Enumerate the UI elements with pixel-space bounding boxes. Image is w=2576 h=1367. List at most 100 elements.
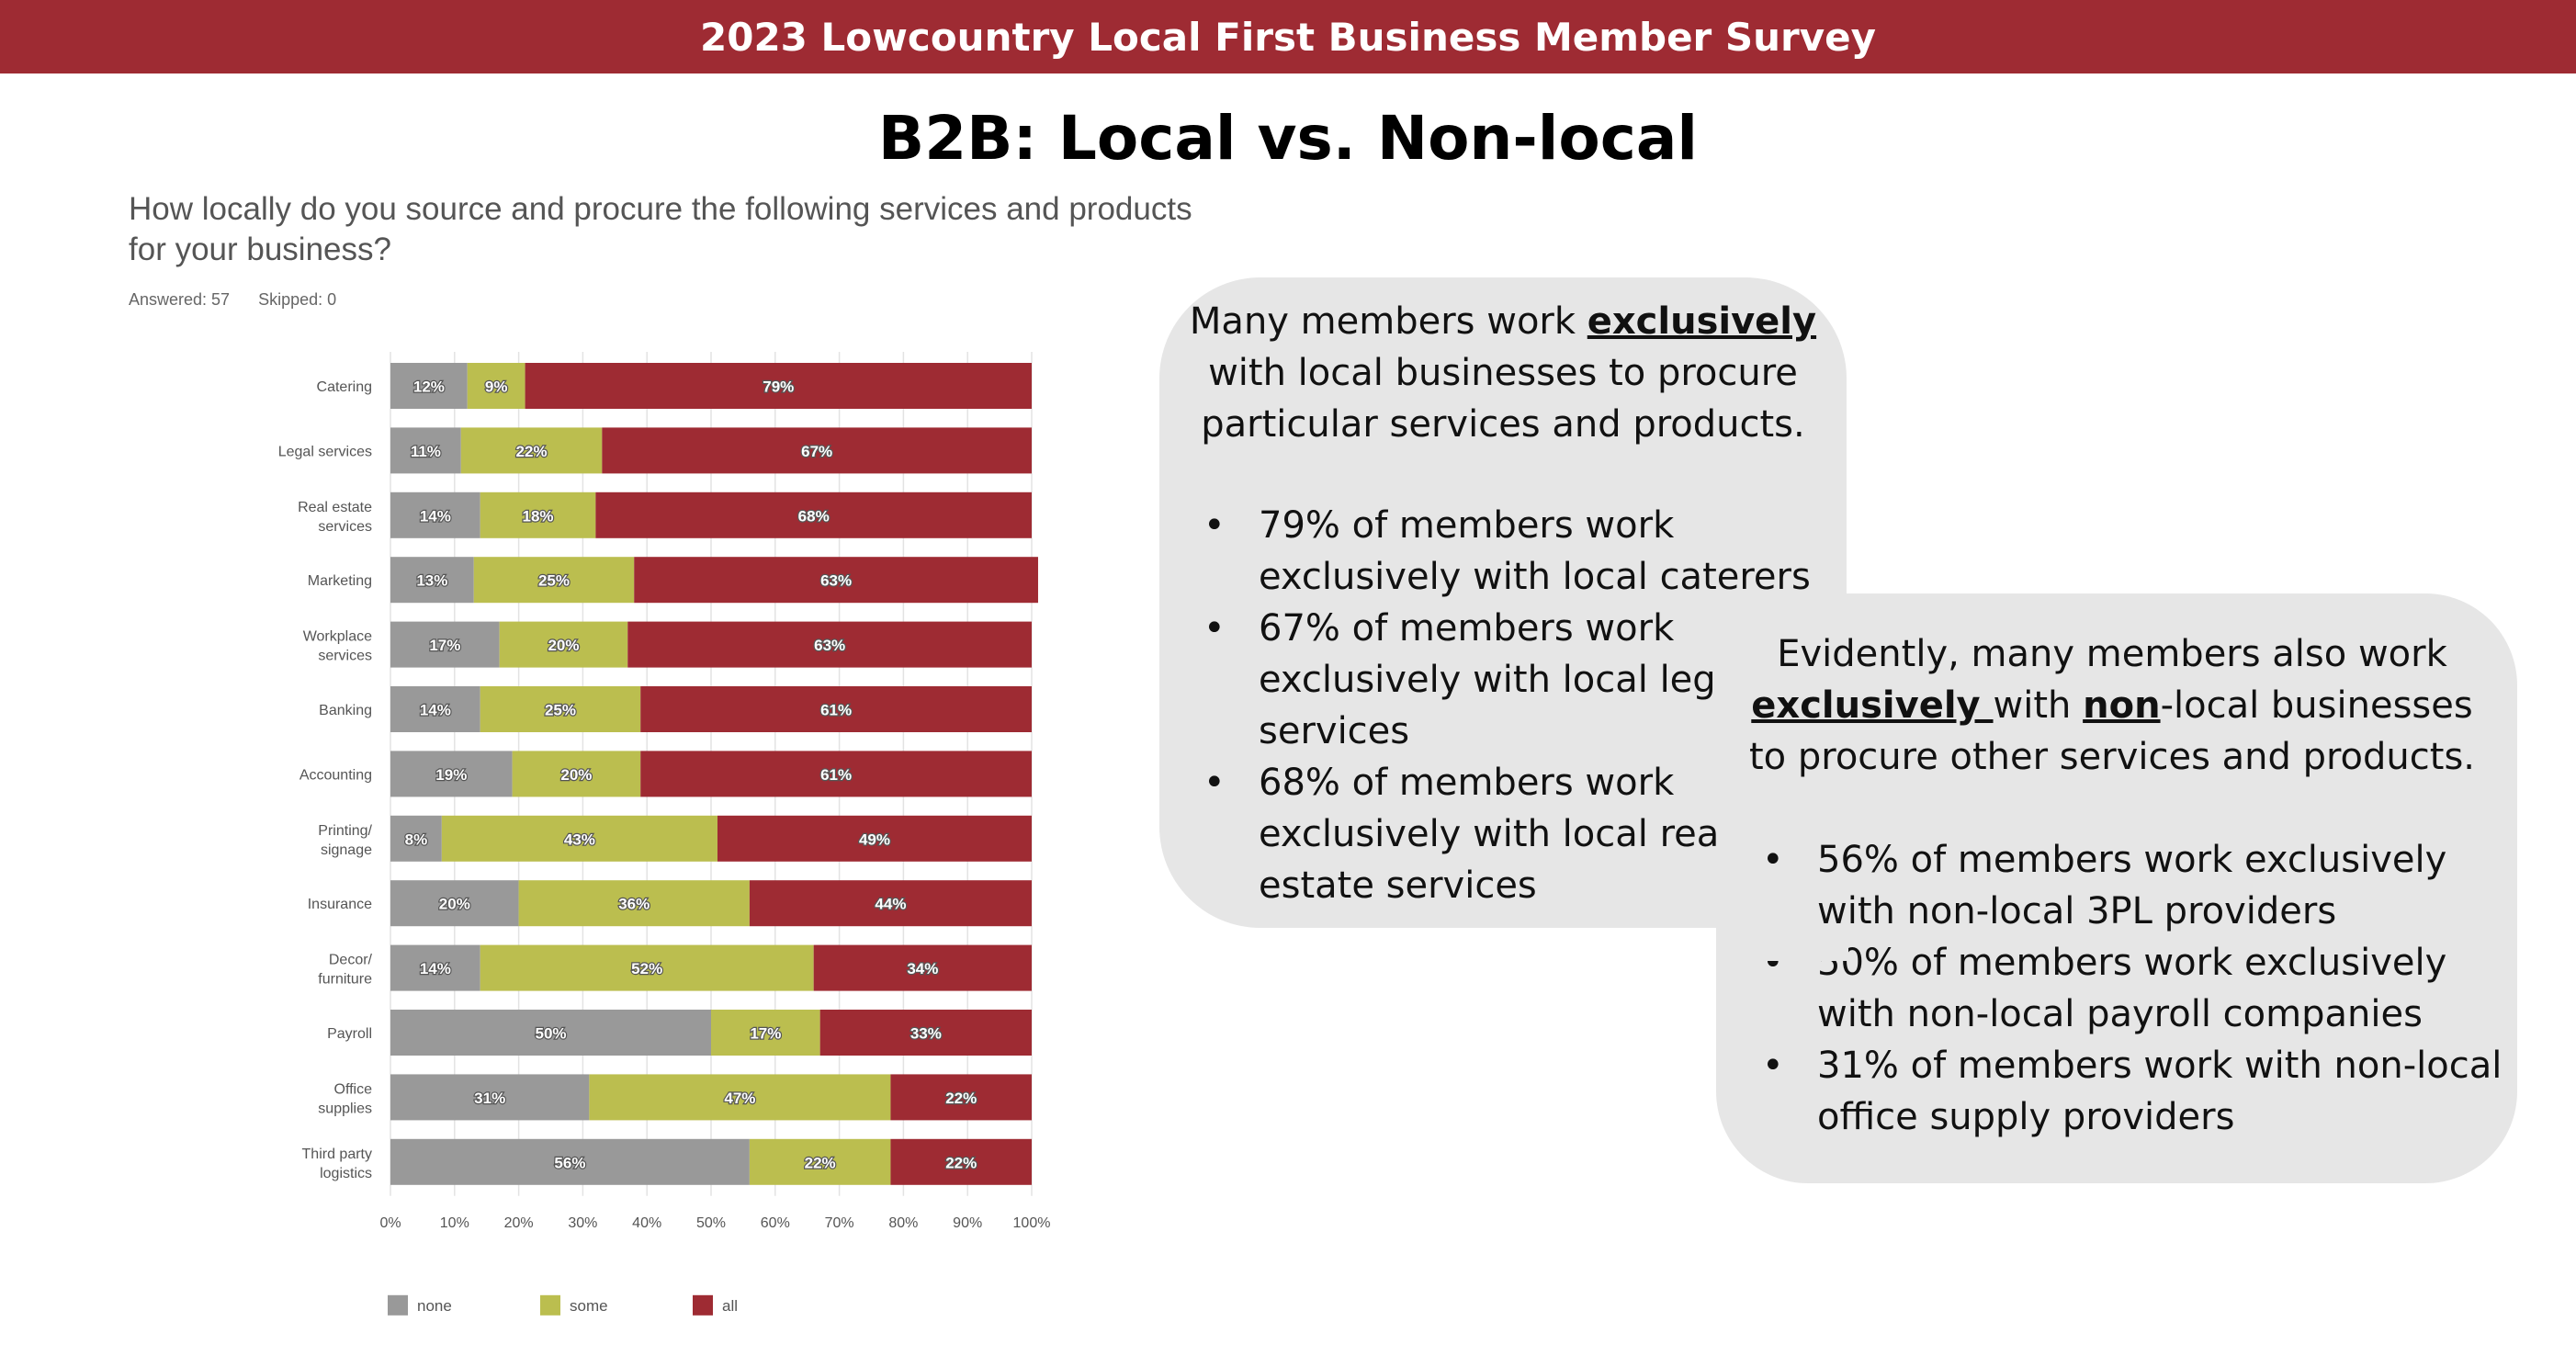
- legend-label-some: some: [570, 1297, 608, 1315]
- bar-segment-none: [390, 686, 480, 732]
- legend-swatch-none: [388, 1294, 408, 1316]
- x-tick-label: 60%: [761, 1215, 790, 1231]
- bar-segment-all: [819, 1010, 1032, 1056]
- bar-value-label: 18%: [523, 507, 554, 525]
- local-callout-bullet: 67% of members work exclusively with loc…: [1203, 603, 1837, 757]
- local-callout-emphasis: exclusively: [1587, 300, 1817, 343]
- bar-segment-some: [467, 363, 525, 409]
- x-tick-label: 90%: [953, 1215, 982, 1231]
- bar-value-label: 22%: [945, 1090, 977, 1107]
- bar-segment-all: [890, 1138, 1032, 1185]
- bar-segment-none: [390, 815, 442, 862]
- nonlocal-callout-lead: Evidently, many members also work exclus…: [1744, 628, 2480, 783]
- bar-segment-all: [640, 751, 1032, 797]
- bar-value-label: 50%: [535, 1025, 566, 1043]
- bar-segment-none: [390, 427, 461, 474]
- bar-segment-some: [480, 686, 641, 732]
- local-callout-bullet: 68% of members work exclusively with loc…: [1203, 757, 1837, 911]
- bar-segment-none: [390, 944, 480, 991]
- bar-segment-all: [634, 557, 1038, 604]
- header-title: 2023 Lowcountry Local First Business Mem…: [700, 14, 1876, 60]
- x-tick-label: 50%: [696, 1215, 726, 1231]
- bar-segment-some: [460, 427, 603, 474]
- local-callout-lead-text: Many members work: [1189, 300, 1587, 343]
- category-label: Decor/: [329, 953, 373, 968]
- bar-value-label: 79%: [763, 378, 794, 396]
- category-label: Accounting: [299, 767, 372, 783]
- bar-value-label: 67%: [801, 443, 832, 460]
- bar-segment-none: [390, 557, 474, 604]
- survey-question-line-2: for your business?: [129, 232, 391, 267]
- nonlocal-callout-bullet: 56% of members work exclusively with non…: [1762, 834, 2508, 937]
- bar-value-label: 61%: [820, 702, 852, 719]
- x-tick-label: 100%: [1013, 1215, 1051, 1231]
- bar-value-label: 13%: [416, 572, 447, 590]
- bar-value-label: 31%: [474, 1090, 505, 1107]
- bar-value-label: 22%: [516, 443, 548, 460]
- bar-value-label: 9%: [485, 378, 508, 396]
- nonlocal-callout-lead-with: with: [1993, 684, 2084, 727]
- x-tick-label: 40%: [632, 1215, 661, 1231]
- bar-value-label: 11%: [411, 443, 441, 460]
- x-tick-label: 10%: [440, 1215, 469, 1231]
- category-label: Insurance: [308, 897, 372, 912]
- x-tick-label: 70%: [825, 1215, 854, 1231]
- bar-segment-none: [390, 880, 519, 927]
- category-label: logistics: [320, 1166, 372, 1181]
- nonlocal-callout-emphasis-exclusively: exclusively: [1751, 684, 1994, 727]
- bar-value-label: 68%: [798, 507, 830, 525]
- bar-segment-none: [390, 363, 468, 409]
- bar-value-label: 17%: [429, 637, 460, 654]
- bar-segment-some: [711, 1010, 820, 1056]
- bar-value-label: 63%: [820, 572, 852, 590]
- bar-segment-all: [595, 491, 1032, 538]
- bar-segment-some: [441, 815, 717, 862]
- category-label: Payroll: [327, 1026, 372, 1042]
- answered-count: Answered: 57: [129, 290, 231, 309]
- bar-value-label: 19%: [435, 766, 467, 784]
- bar-segment-all: [890, 1074, 1032, 1121]
- skipped-count: Skipped: 0: [258, 290, 337, 309]
- bar-segment-some: [480, 491, 596, 538]
- category-label: Third party: [302, 1147, 372, 1162]
- category-label: Marketing: [308, 573, 372, 589]
- bar-segment-some: [512, 751, 641, 797]
- bar-value-label: 36%: [618, 896, 650, 913]
- nonlocal-callout-lead-text: Evidently, many members also work: [1777, 633, 2447, 675]
- category-label: Banking: [319, 703, 372, 718]
- local-callout-list: 79% of members work exclusively with loc…: [1203, 500, 1837, 911]
- bubble-overlap-fill: [1716, 924, 1848, 961]
- x-tick-label: 30%: [568, 1215, 597, 1231]
- bar-value-label: 34%: [907, 960, 938, 977]
- header-bar: 2023 Lowcountry Local First Business Mem…: [0, 0, 2576, 73]
- survey-question: How locally do you source and procure th…: [129, 189, 1277, 270]
- bar-segment-all: [525, 363, 1032, 409]
- stacked-bar-chart: 12% 9% 79% Catering 11% 22% 67% Legal services 1…: [278, 352, 1051, 1316]
- bar-value-label: 14%: [420, 960, 451, 977]
- nonlocal-callout-emphasis-non: non: [2083, 684, 2161, 727]
- bar-segment-all: [640, 686, 1032, 732]
- category-label: Workplace: [303, 629, 372, 645]
- bar-segment-some: [749, 1138, 891, 1185]
- bar-segment-none: [390, 1138, 750, 1185]
- bar-segment-all: [813, 944, 1032, 991]
- bar-segment-all: [602, 427, 1032, 474]
- bar-segment-all: [627, 621, 1032, 668]
- category-label: Catering: [317, 379, 372, 395]
- bar-segment-some: [473, 557, 635, 604]
- nonlocal-callout-lead-text-end: -local businesses to procure other servi…: [1748, 684, 2476, 778]
- bar-value-label: 25%: [538, 572, 570, 590]
- slide-title: B2B: Local vs. Non-local: [877, 103, 1699, 174]
- nonlocal-callout-bubble: Evidently, many members also work exclus…: [1716, 593, 2517, 1183]
- local-callout-lead: Many members work exclusively with local…: [1181, 296, 1825, 450]
- bar-segment-none: [390, 1074, 590, 1121]
- bar-segment-some: [499, 621, 628, 668]
- category-label: Legal services: [278, 444, 372, 459]
- x-tick-label: 80%: [888, 1215, 918, 1231]
- bar-value-label: 25%: [545, 702, 576, 719]
- bar-segment-none: [390, 621, 500, 668]
- bar-value-label: 22%: [945, 1154, 977, 1171]
- bar-segment-some: [589, 1074, 891, 1121]
- category-label: furniture: [318, 972, 372, 988]
- nonlocal-callout-list: 56% of members work exclusively with non…: [1762, 834, 2508, 1143]
